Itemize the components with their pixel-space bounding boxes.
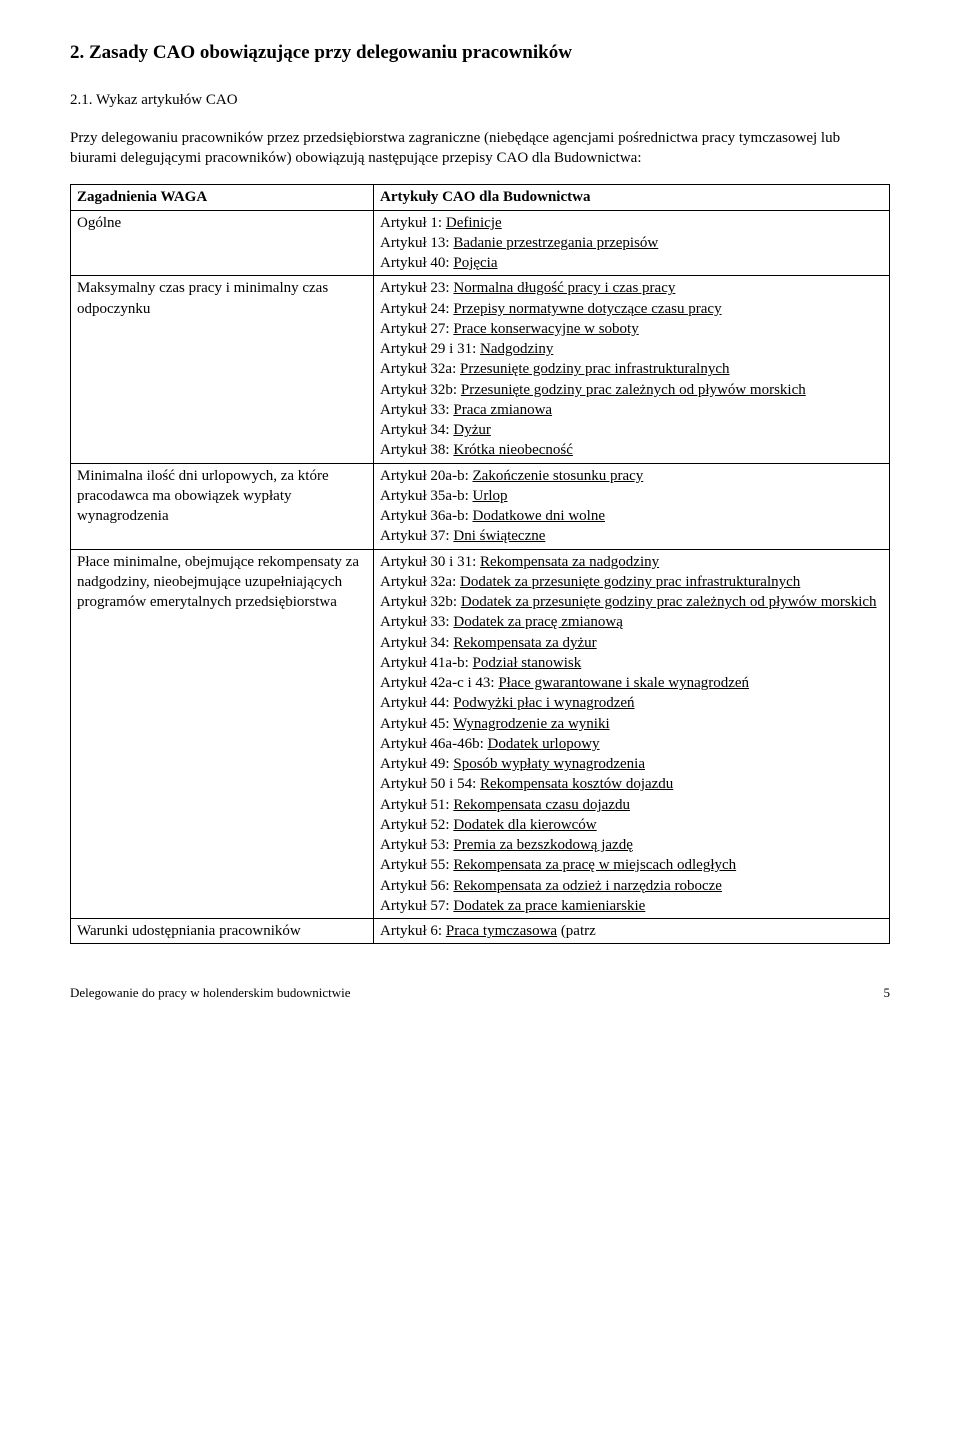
- article-line: Artykuł 32a: Dodatek za przesunięte godz…: [380, 572, 883, 592]
- table-header-left: Zagadnienia WAGA: [71, 185, 374, 210]
- cao-articles-table: Zagadnienia WAGA Artykuły CAO dla Budown…: [70, 184, 890, 944]
- article-title: Dyżur: [453, 422, 491, 438]
- table-row: Maksymalny czas pracy i minimalny czas o…: [71, 276, 890, 463]
- article-line: Artykuł 34: Dyżur: [380, 420, 883, 440]
- table-row: OgólneArtykuł 1: DefinicjeArtykuł 13: Ba…: [71, 210, 890, 276]
- article-title: Dodatek za pracę zmianową: [453, 614, 623, 630]
- article-line: Artykuł 53: Premia za bezszkodową jazdę: [380, 835, 883, 855]
- article-title: Rekompensata za nadgodziny: [480, 554, 659, 570]
- article-line: Artykuł 56: Rekompensata za odzież i nar…: [380, 876, 883, 896]
- article-title: Praca zmianowa: [453, 402, 552, 418]
- article-title: Dodatek za przesunięte godziny prac zale…: [461, 594, 877, 610]
- article-title: Definicje: [446, 215, 502, 231]
- article-line: Artykuł 46a-46b: Dodatek urlopowy: [380, 734, 883, 754]
- article-title: Normalna długość pracy i czas pracy: [453, 280, 675, 296]
- article-title: Wynagrodzenie za wyniki: [453, 716, 610, 732]
- article-line: Artykuł 32a: Przesunięte godziny prac in…: [380, 359, 883, 379]
- table-cell-right: Artykuł 23: Normalna długość pracy i cza…: [374, 276, 890, 463]
- table-cell-right: Artykuł 1: DefinicjeArtykuł 13: Badanie …: [374, 210, 890, 276]
- table-header-right: Artykuły CAO dla Budownictwa: [374, 185, 890, 210]
- table-cell-left: Ogólne: [71, 210, 374, 276]
- article-line: Artykuł 30 i 31: Rekompensata za nadgodz…: [380, 552, 883, 572]
- article-title: Płace gwarantowane i skale wynagrodzeń: [498, 675, 749, 691]
- article-line: Artykuł 50 i 54: Rekompensata kosztów do…: [380, 774, 883, 794]
- article-title: Przesunięte godziny prac zależnych od pł…: [461, 382, 806, 398]
- article-title: Dodatek za prace kamieniarskie: [453, 898, 645, 914]
- article-title: Nadgodziny: [480, 341, 553, 357]
- article-title: Prace konserwacyjne w soboty: [453, 321, 638, 337]
- article-line: Artykuł 36a-b: Dodatkowe dni wolne: [380, 506, 883, 526]
- article-title: Podział stanowisk: [473, 655, 582, 671]
- article-line: Artykuł 40: Pojęcia: [380, 253, 883, 273]
- article-line: Artykuł 23: Normalna długość pracy i cza…: [380, 278, 883, 298]
- article-title: Rekompensata za pracę w miejscach odległ…: [453, 857, 736, 873]
- table-row: Warunki udostępniania pracowników Artykuł…: [71, 919, 890, 944]
- table-cell-right: Artykuł 20a-b: Zakończenie stosunku prac…: [374, 463, 890, 549]
- article-line: Artykuł 57: Dodatek za prace kamieniarsk…: [380, 896, 883, 916]
- article-line: Artykuł 41a-b: Podział stanowisk: [380, 653, 883, 673]
- article-title: Dodatek urlopowy: [488, 736, 600, 752]
- article-title: Dni świąteczne: [453, 528, 545, 544]
- article-title: Rekompensata za dyżur: [453, 635, 596, 651]
- table-cell-left: Warunki udostępniania pracowników: [71, 919, 374, 944]
- article-line: Artykuł 38: Krótka nieobecność: [380, 440, 883, 460]
- article-line: Artykuł 42a-c i 43: Płace gwarantowane i…: [380, 673, 883, 693]
- table-row: Minimalna ilość dni urlopowych, za które…: [71, 463, 890, 549]
- table-cell-left: Maksymalny czas pracy i minimalny czas o…: [71, 276, 374, 463]
- intro-paragraph: Przy delegowaniu pracowników przez przed…: [70, 128, 890, 169]
- article-title: Dodatek dla kierowców: [453, 817, 596, 833]
- article-line: Artykuł 49: Sposób wypłaty wynagrodzenia: [380, 754, 883, 774]
- article-line: Artykuł 45: Wynagrodzenie za wyniki: [380, 714, 883, 734]
- article-line: Artykuł 35a-b: Urlop: [380, 486, 883, 506]
- footer-text: Delegowanie do pracy w holenderskim budo…: [70, 984, 351, 1002]
- article-title: Dodatkowe dni wolne: [473, 508, 605, 524]
- article-line: Artykuł 1: Definicje: [380, 213, 883, 233]
- table-cell-left: Minimalna ilość dni urlopowych, za które…: [71, 463, 374, 549]
- table-row: Płace minimalne, obejmujące rekompensaty…: [71, 549, 890, 919]
- article-line: Artykuł 33: Dodatek za pracę zmianową: [380, 612, 883, 632]
- article-title: Premia za bezszkodową jazdę: [453, 837, 633, 853]
- article-title: Sposób wypłaty wynagrodzenia: [453, 756, 645, 772]
- article-line: Artykuł 32b: Przesunięte godziny prac za…: [380, 380, 883, 400]
- article-title: Badanie przestrzegania przepisów: [453, 235, 658, 251]
- article-title: Dodatek za przesunięte godziny prac infr…: [460, 574, 800, 590]
- article-title: Praca tymczasowa: [446, 923, 557, 939]
- article-title: Przesunięte godziny prac infrastruktural…: [460, 361, 730, 377]
- article-line: Artykuł 33: Praca zmianowa: [380, 400, 883, 420]
- article-line: Artykuł 27: Prace konserwacyjne w soboty: [380, 319, 883, 339]
- table-header-row: Zagadnienia WAGA Artykuły CAO dla Budown…: [71, 185, 890, 210]
- article-line: Artykuł 34: Rekompensata za dyżur: [380, 633, 883, 653]
- table-cell-left: Płace minimalne, obejmujące rekompensaty…: [71, 549, 374, 919]
- article-title: Urlop: [473, 488, 508, 504]
- table-cell-right: Artykuł 6: Praca tymczasowa (patrz: [374, 919, 890, 944]
- table-cell-right: Artykuł 30 i 31: Rekompensata za nadgodz…: [374, 549, 890, 919]
- article-title: Krótka nieobecność: [453, 442, 573, 458]
- article-line: Artykuł 6: Praca tymczasowa (patrz: [380, 921, 883, 941]
- article-line: Artykuł 13: Badanie przestrzegania przep…: [380, 233, 883, 253]
- article-line: Artykuł 37: Dni świąteczne: [380, 526, 883, 546]
- article-title: Rekompensata kosztów dojazdu: [480, 776, 673, 792]
- article-line: Artykuł 29 i 31: Nadgodziny: [380, 339, 883, 359]
- article-title: Rekompensata czasu dojazdu: [453, 797, 630, 813]
- article-line: Artykuł 44: Podwyżki płac i wynagrodzeń: [380, 693, 883, 713]
- article-title: Przepisy normatywne dotyczące czasu prac…: [453, 301, 721, 317]
- article-line: Artykuł 32b: Dodatek za przesunięte godz…: [380, 592, 883, 612]
- article-line: Artykuł 51: Rekompensata czasu dojazdu: [380, 795, 883, 815]
- article-line: Artykuł 20a-b: Zakończenie stosunku prac…: [380, 466, 883, 486]
- article-title: Rekompensata za odzież i narzędzia roboc…: [453, 878, 722, 894]
- article-title: Podwyżki płac i wynagrodzeń: [453, 695, 634, 711]
- section-title: 2. Zasady CAO obowiązujące przy delegowa…: [70, 40, 890, 66]
- article-line: Artykuł 24: Przepisy normatywne dotycząc…: [380, 299, 883, 319]
- article-line: Artykuł 52: Dodatek dla kierowców: [380, 815, 883, 835]
- article-title: Pojęcia: [453, 255, 497, 271]
- subsection-heading: 2.1. Wykaz artykułów CAO: [70, 90, 890, 110]
- page-number: 5: [884, 984, 891, 1002]
- article-line: Artykuł 55: Rekompensata za pracę w miej…: [380, 855, 883, 875]
- article-title: Zakończenie stosunku pracy: [473, 468, 644, 484]
